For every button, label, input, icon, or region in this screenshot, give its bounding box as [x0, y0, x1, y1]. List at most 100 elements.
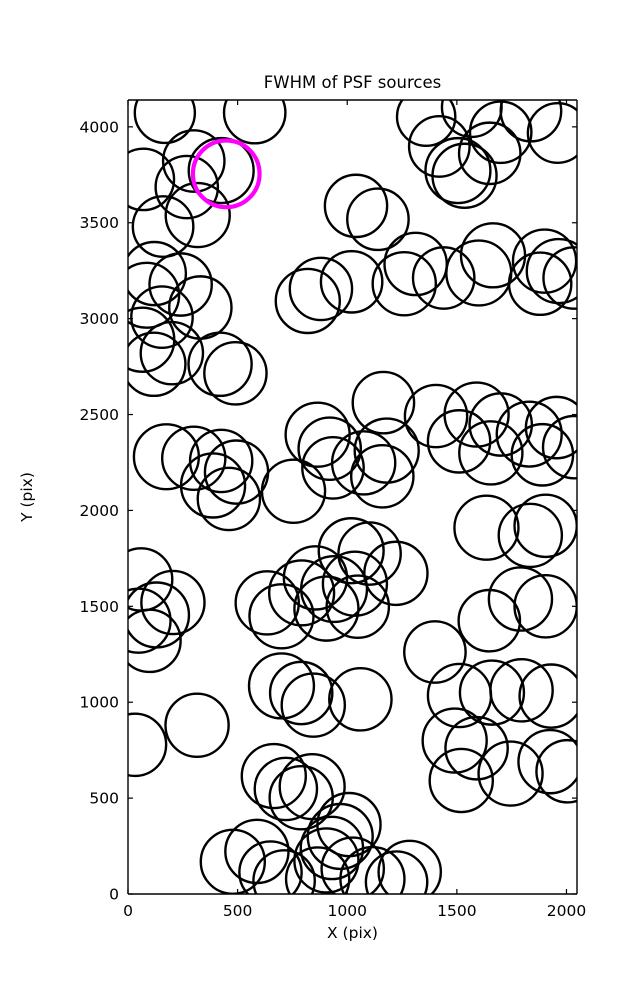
source-circle — [510, 422, 575, 487]
source-circle — [293, 575, 360, 642]
x-axis-ticks — [127, 100, 568, 894]
source-circle — [364, 850, 429, 894]
source-circle — [301, 435, 365, 500]
source-circle — [161, 425, 227, 492]
axes-background — [128, 100, 577, 894]
source-circle — [297, 416, 363, 482]
source-circle — [489, 657, 554, 723]
source-circle — [525, 237, 577, 305]
source-circle — [426, 409, 492, 474]
selected-source-marker[interactable] — [190, 138, 262, 210]
source-circle — [148, 252, 213, 317]
y-axis-ticks — [128, 126, 577, 895]
source-circle — [458, 420, 524, 486]
source-circle — [128, 147, 176, 212]
source-circle — [325, 574, 391, 640]
source-circle — [337, 521, 402, 586]
y-tick-label: 0 — [109, 886, 119, 904]
y-axis-tick-labels: 0 500 1000 1500 2000 2500 3000 3500 4000 — [80, 118, 119, 903]
x-tick-label: 1000 — [328, 902, 367, 920]
source-circle — [459, 222, 527, 289]
y-tick-label: 3500 — [80, 214, 119, 232]
source-circle — [541, 414, 577, 480]
source-circle — [407, 114, 471, 178]
source-circle — [535, 738, 577, 804]
source-circle — [187, 136, 255, 205]
y-tick-label: 2000 — [80, 502, 119, 520]
y-tick-label: 3000 — [80, 310, 119, 328]
source-circle — [323, 173, 389, 239]
y-tick-label: 1500 — [80, 598, 119, 616]
source-circle — [424, 136, 492, 205]
source-circle — [203, 439, 270, 505]
source-circle — [328, 667, 393, 732]
source-circle — [468, 100, 533, 165]
source-circle — [133, 100, 197, 145]
source-circle — [511, 228, 577, 294]
source-circle — [293, 827, 360, 894]
source-circle — [317, 517, 385, 585]
source-circle — [128, 261, 181, 329]
source-circle — [179, 452, 247, 519]
source-circle — [353, 417, 420, 484]
source-circle — [234, 570, 300, 636]
source-circle — [411, 246, 476, 310]
selected-source-circle[interactable] — [190, 138, 262, 210]
source-circle — [403, 620, 467, 684]
source-circle — [222, 100, 287, 145]
x-axis-tick-labels: 0 500 1000 1500 2000 — [123, 902, 586, 920]
source-circle — [428, 747, 495, 814]
source-circle — [371, 250, 438, 317]
source-circle — [377, 839, 443, 894]
source-circle — [351, 370, 416, 435]
source-circle — [139, 320, 205, 386]
source-circle — [497, 502, 564, 569]
source-circle — [238, 840, 303, 894]
source-circle — [164, 181, 231, 249]
source-circle — [457, 121, 522, 186]
source-circle — [284, 846, 351, 894]
source-circle — [457, 588, 522, 653]
y-tick-label: 1000 — [80, 694, 119, 712]
source-circle — [346, 187, 410, 252]
source-circle — [128, 608, 182, 674]
source-circle — [495, 400, 563, 468]
source-circle — [320, 836, 386, 894]
x-tick-label: 2000 — [547, 902, 586, 920]
source-circle — [248, 583, 315, 650]
axes-spines — [127, 99, 578, 895]
source-circle — [280, 672, 347, 738]
source-circle — [487, 566, 554, 632]
source-circle — [284, 401, 351, 468]
source-circle — [253, 756, 319, 822]
source-circle — [383, 231, 448, 297]
source-circle — [468, 392, 534, 457]
source-circle — [458, 659, 526, 726]
source-circle — [252, 849, 316, 894]
source-circle — [128, 587, 172, 654]
source-circle — [268, 660, 334, 726]
source-circle — [240, 742, 308, 810]
source-circle — [306, 802, 374, 871]
source-circle — [187, 331, 253, 398]
source-circle — [128, 331, 187, 398]
source-circle — [431, 142, 498, 209]
source-circle — [395, 100, 457, 148]
x-tick-label: 0 — [123, 902, 133, 920]
x-tick-label: 500 — [223, 902, 253, 920]
source-circle — [542, 246, 577, 310]
source-circle — [363, 540, 429, 607]
source-circle — [526, 101, 577, 165]
source-circle — [128, 712, 168, 778]
source-circle — [403, 383, 469, 449]
source-circle — [130, 285, 194, 349]
source-circle — [349, 443, 415, 509]
source-circle — [128, 240, 188, 307]
y-tick-label: 500 — [89, 790, 119, 808]
y-axis-label: Y (pix) — [18, 472, 36, 523]
chart-title: FWHM of PSF sources — [264, 73, 441, 92]
source-circle — [444, 715, 509, 781]
x-axis-label: X (pix) — [327, 924, 378, 942]
source-circle — [164, 692, 230, 758]
